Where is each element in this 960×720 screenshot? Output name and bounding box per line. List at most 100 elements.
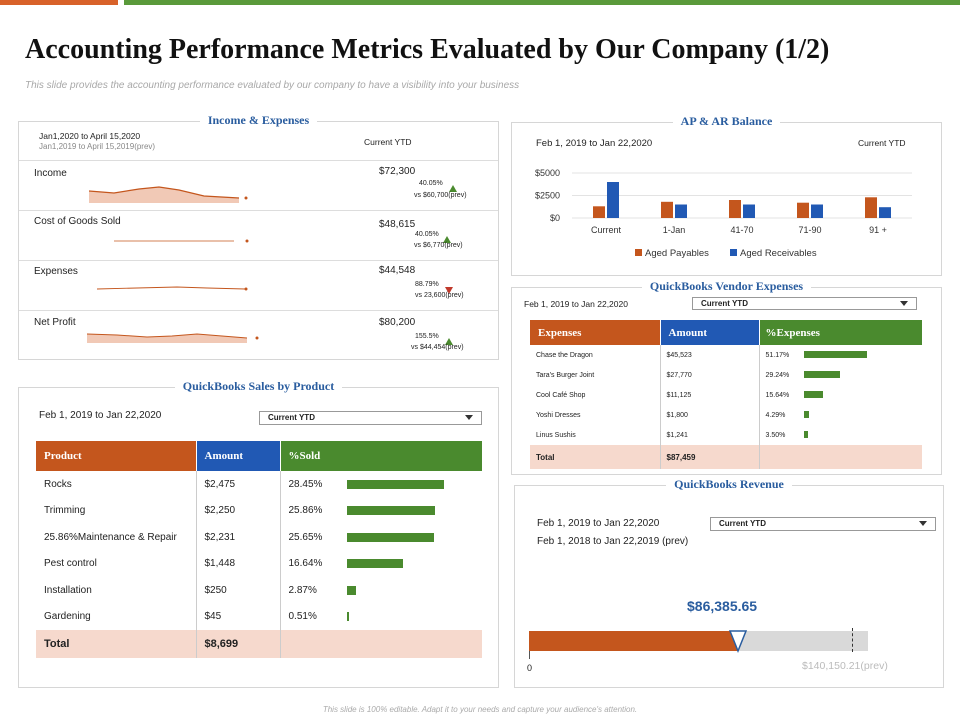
table-total-row: Total $8,699 [36, 630, 482, 658]
trend-up-icon [445, 332, 453, 350]
income-prev-period: Jan1,2019 to April 15,2019(prev) [39, 142, 156, 151]
product-pct: 2.87% [288, 584, 317, 596]
sold-bar [346, 506, 435, 516]
table-row: Rocks $2,475 28.45% [36, 471, 482, 498]
page-subtitle: This slide provides the accounting perfo… [25, 80, 520, 91]
row-label: Cost of Goods Sold [34, 216, 121, 227]
product-name: Gardening [36, 603, 197, 630]
table-row: Pest control $1,448 16.64% [36, 550, 482, 577]
table-row: 25.86%Maintenance & Repair $2,231 25.65% [36, 524, 482, 551]
dropdown-value: Current YTD [268, 413, 315, 422]
product-amount: $2,231 [196, 524, 281, 551]
product-amount: $250 [196, 577, 281, 604]
table-row: Cool Café Shop $11,125 15.64% [530, 385, 922, 405]
bar-receivables [607, 182, 619, 218]
row-pct: 40.05% [419, 180, 443, 187]
x-tick-label: Current [591, 225, 622, 235]
bar-payables [729, 200, 741, 218]
bar-payables [661, 201, 673, 218]
row-pct: 40.05% [415, 231, 439, 238]
vendor-name: Linus Sushis [530, 425, 661, 445]
income-panel-title: Income & Expenses [199, 113, 318, 127]
row-pct: 88.79% [415, 281, 439, 288]
net-profit-sparkline [87, 333, 259, 343]
legend-receivables: Aged Receivables [740, 248, 817, 259]
bar-receivables [743, 204, 755, 218]
x-tick-label: 41-70 [730, 225, 753, 235]
prev-target-line [852, 628, 853, 652]
x-tick-label: 1-Jan [663, 225, 686, 235]
expenses-row: Expenses $44,548 88.79% vs 23,600(prev) [19, 261, 498, 311]
apar-period: Feb 1, 2019 to Jan 22,2020 [536, 138, 653, 149]
page-footer: This slide is 100% editable. Adapt it to… [322, 705, 638, 714]
revenue-value: $86,385.65 [687, 598, 758, 614]
product-pct: 25.65% [288, 531, 323, 543]
vendor-ytd-dropdown[interactable]: Current YTD [692, 297, 917, 310]
vendor-table: Expenses Amount %Expenses Chase the Drag… [530, 320, 922, 469]
header-pct: %Expenses [759, 320, 922, 345]
product-name: Installation [36, 577, 197, 604]
sold-bar [346, 532, 435, 542]
table-row: Yoshi Dresses $1,800 4.29% [530, 405, 922, 425]
vendor-amount: $11,125 [660, 385, 760, 405]
row-prev: vs $60,700(prev) [414, 192, 467, 199]
revenue-panel-title: QuickBooks Revenue [666, 477, 792, 491]
sales-ytd-dropdown[interactable]: Current YTD [259, 411, 482, 425]
page-title: Accounting Performance Metrics Evaluated… [25, 34, 830, 65]
x-tick-label: 71-90 [798, 225, 821, 235]
vendor-name: Tara's Burger Joint [530, 365, 661, 385]
revenue-prev-period: Feb 1, 2018 to Jan 22,2019 (prev) [537, 536, 689, 547]
trend-up-icon [443, 230, 451, 248]
row-prev: vs $6,770(prev) [414, 242, 463, 249]
apar-bar-chart: $5000 $2500 $0 Current 1-Jan 41-70 71-90 91 + Ag… [535, 168, 912, 259]
y-tick-label: $0 [550, 213, 560, 223]
product-name: 25.86%Maintenance & Repair [36, 524, 197, 551]
sales-panel-title: QuickBooks Sales by Product [174, 379, 343, 393]
revenue-marker-icon [728, 630, 748, 654]
header-sold: %Sold [280, 441, 482, 471]
net-profit-row: Net Profit $80,200 155.5% vs $44,454(pre… [19, 311, 498, 360]
cogs-row: Cost of Goods Sold $48,615 40.05% vs $6,… [19, 211, 498, 261]
pct-bar [803, 351, 867, 359]
pct-bar [803, 431, 808, 439]
ap-ar-panel: AP & AR Balance Feb 1, 2019 to Jan 22,20… [511, 114, 942, 276]
chevron-down-icon [465, 415, 473, 420]
row-label: Income [34, 168, 67, 179]
vendor-pct: 29.24% [765, 371, 790, 379]
revenue-ytd-dropdown[interactable]: Current YTD [710, 517, 936, 531]
vendor-pct: 4.29% [765, 411, 786, 419]
table-row: Linus Sushis $1,241 3.50% [530, 425, 922, 445]
apar-panel-title: AP & AR Balance [672, 114, 781, 128]
vendor-pct: 51.17% [765, 351, 790, 359]
vendor-period: Feb 1, 2019 to Jan 22,2020 [524, 299, 628, 309]
pct-bar [803, 411, 809, 419]
x-tick-label: 91 + [869, 225, 887, 235]
sold-bar [346, 479, 444, 489]
product-pct: 16.64% [288, 558, 323, 570]
legend-swatch-payables [635, 249, 642, 256]
vendor-pct: 3.50% [765, 431, 786, 439]
revenue-progress-fill [529, 631, 738, 651]
bar-payables [865, 197, 877, 218]
pct-bar [803, 391, 823, 399]
vendor-panel-title: QuickBooks Vendor Expenses [641, 279, 812, 293]
dropdown-value: Current YTD [701, 299, 748, 308]
bar-receivables [675, 204, 687, 218]
table-row: Installation $250 2.87% [36, 577, 482, 604]
vendor-name: Yoshi Dresses [530, 405, 661, 425]
apar-current-label: Current YTD [858, 138, 906, 148]
revenue-zero-label: 0 [527, 663, 533, 673]
bar-receivables [811, 204, 823, 218]
chevron-down-icon [919, 521, 927, 526]
vendor-amount: $45,523 [660, 345, 760, 365]
product-amount: $1,448 [196, 550, 281, 577]
header-expenses: Expenses [530, 320, 661, 345]
header-product: Product [36, 441, 197, 471]
total-amount: $8,699 [196, 630, 281, 658]
bar-receivables [879, 207, 891, 218]
row-label: Net Profit [34, 317, 76, 328]
pct-bar [803, 371, 840, 379]
sold-bar [346, 559, 404, 569]
row-value: $72,300 [379, 166, 416, 177]
vendor-amount: $1,800 [660, 405, 760, 425]
